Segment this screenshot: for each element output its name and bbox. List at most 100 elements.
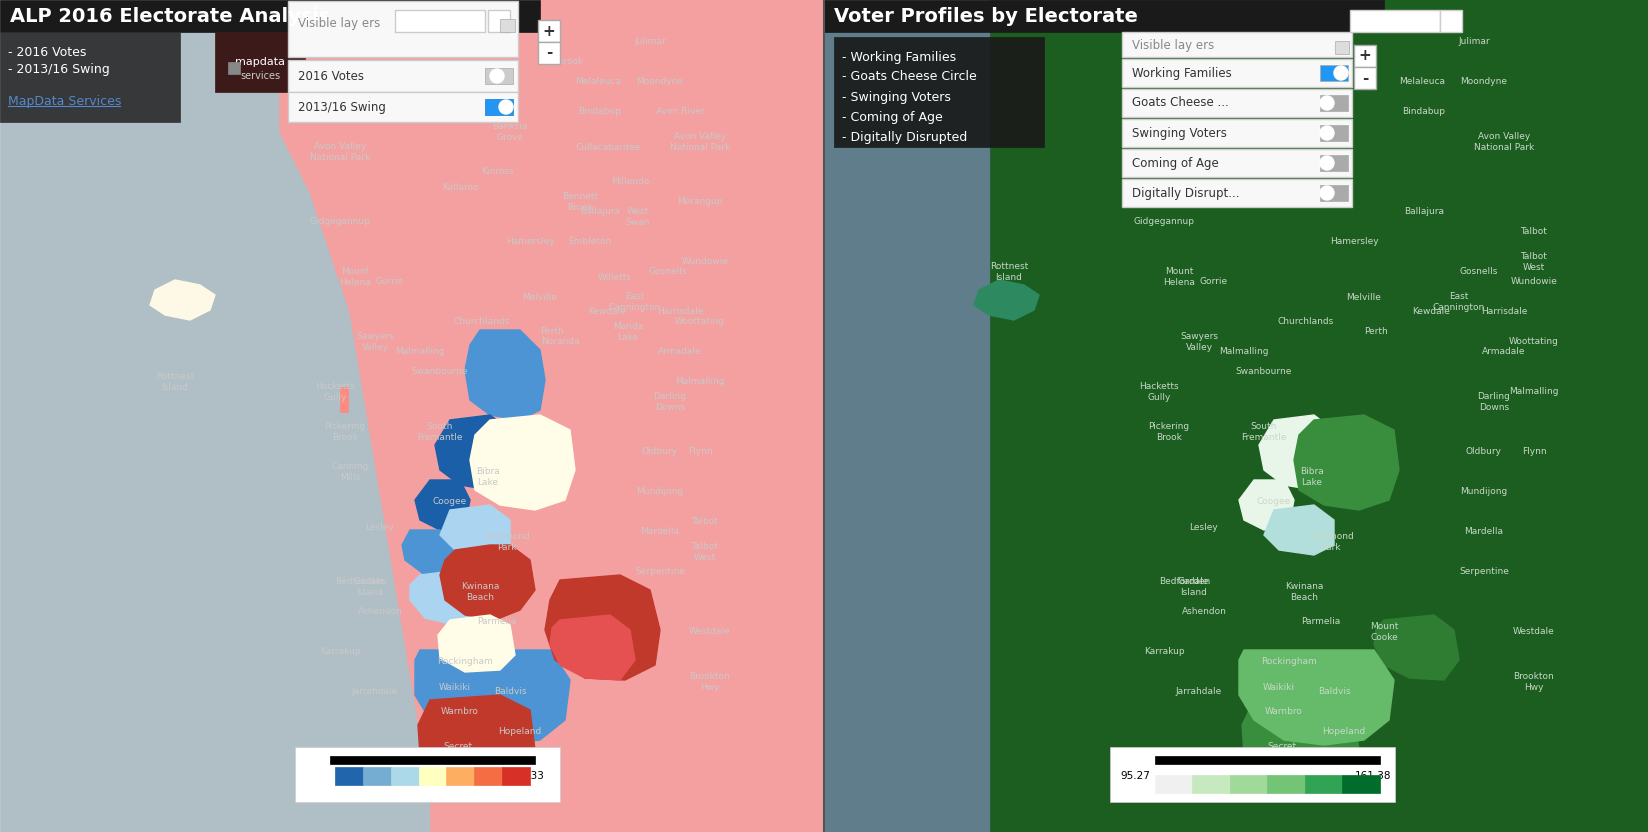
Text: Karrakup: Karrakup bbox=[320, 647, 361, 656]
Text: Avon River: Avon River bbox=[656, 107, 704, 116]
Text: Jarrahdale: Jarrahdale bbox=[353, 687, 399, 696]
Text: South
Fremantle: South Fremantle bbox=[417, 423, 463, 442]
Bar bbox=[537, 42, 560, 64]
Polygon shape bbox=[550, 615, 634, 680]
Bar bbox=[1320, 65, 1348, 81]
Bar bbox=[1155, 756, 1379, 764]
Text: Brookton
Hwy: Brookton Hwy bbox=[1513, 672, 1554, 691]
Text: Hopeland: Hopeland bbox=[1322, 727, 1366, 736]
Bar bbox=[288, 60, 517, 92]
Polygon shape bbox=[410, 570, 480, 625]
Text: 95.27: 95.27 bbox=[1121, 771, 1150, 781]
Polygon shape bbox=[1369, 575, 1483, 680]
Text: Hamersley: Hamersley bbox=[506, 237, 554, 246]
Text: Talbot
West: Talbot West bbox=[1521, 252, 1547, 272]
Text: Garden
Island: Garden Island bbox=[353, 577, 387, 597]
Text: Kinross: Kinross bbox=[481, 167, 513, 176]
Text: Woottating: Woottating bbox=[1510, 338, 1559, 346]
Text: Rottnest
Island: Rottnest Island bbox=[157, 372, 194, 392]
Text: Noranda: Noranda bbox=[541, 338, 578, 346]
Text: Warnbro: Warnbro bbox=[1266, 707, 1304, 716]
Bar bbox=[214, 32, 305, 92]
Text: Voter Profiles by Electorate: Voter Profiles by Electorate bbox=[834, 7, 1137, 26]
Text: Mount
Cooke: Mount Cooke bbox=[1369, 622, 1398, 641]
Bar bbox=[227, 62, 241, 74]
Bar bbox=[475, 767, 503, 785]
Polygon shape bbox=[465, 330, 545, 420]
Text: Bullsbrook: Bullsbrook bbox=[536, 57, 583, 67]
Polygon shape bbox=[1264, 505, 1333, 555]
Text: Canning
Mills: Canning Mills bbox=[331, 463, 369, 482]
Text: services: services bbox=[241, 71, 280, 81]
Text: - Swinging Voters: - Swinging Voters bbox=[842, 91, 951, 103]
Text: Sawyers
Valley: Sawyers Valley bbox=[356, 332, 394, 352]
Text: Darling
Downs: Darling Downs bbox=[1478, 393, 1511, 412]
Text: Rockingham: Rockingham bbox=[437, 657, 493, 666]
Text: Manda
Lake: Manda Lake bbox=[613, 322, 643, 342]
Text: Westdale: Westdale bbox=[1513, 627, 1554, 636]
Text: Talbot
West: Talbot West bbox=[692, 542, 719, 562]
Text: Mardella: Mardella bbox=[641, 527, 679, 537]
Text: Harrisdale: Harrisdale bbox=[658, 308, 704, 316]
Text: Yanchep: Yanchep bbox=[1236, 37, 1272, 47]
Circle shape bbox=[489, 69, 504, 83]
Text: Baldvis: Baldvis bbox=[1318, 687, 1350, 696]
Text: Oldbury: Oldbury bbox=[643, 448, 677, 457]
Text: Kewdale: Kewdale bbox=[588, 308, 626, 316]
Text: Bennett
Brook: Bennett Brook bbox=[562, 192, 598, 211]
Text: Hammond
Park: Hammond Park bbox=[1307, 532, 1355, 552]
Polygon shape bbox=[1243, 695, 1360, 800]
Polygon shape bbox=[1374, 615, 1458, 680]
Text: Coming of Age: Coming of Age bbox=[1132, 156, 1220, 170]
Text: Waikiki: Waikiki bbox=[1262, 682, 1295, 691]
Circle shape bbox=[1320, 96, 1333, 110]
Text: East
Cannington: East Cannington bbox=[608, 292, 661, 312]
Bar bbox=[1254, 0, 1648, 832]
Text: Gosnells: Gosnells bbox=[1460, 268, 1498, 276]
Polygon shape bbox=[545, 575, 659, 680]
Text: Churchlands: Churchlands bbox=[453, 318, 511, 326]
Text: Parmelia: Parmelia bbox=[478, 617, 516, 626]
Text: Wundowie: Wundowie bbox=[1511, 278, 1557, 286]
Text: Malmalling: Malmalling bbox=[396, 348, 445, 356]
Text: Alkimos: Alkimos bbox=[412, 67, 448, 77]
Text: Oldbury: Oldbury bbox=[1467, 448, 1501, 457]
Polygon shape bbox=[280, 0, 824, 832]
Text: Ballajura: Ballajura bbox=[580, 207, 620, 216]
Text: Serpentine: Serpentine bbox=[634, 567, 686, 577]
Bar bbox=[1122, 179, 1351, 207]
Bar bbox=[1440, 10, 1462, 32]
Text: Bedfordale: Bedfordale bbox=[1159, 577, 1208, 587]
Text: ALP 2016 Electorate Analysis: ALP 2016 Electorate Analysis bbox=[10, 7, 331, 26]
Bar bbox=[1350, 10, 1440, 32]
Bar bbox=[1193, 775, 1229, 793]
Text: Pickering
Brook: Pickering Brook bbox=[1149, 423, 1190, 442]
Text: Sawyers
Valley: Sawyers Valley bbox=[1180, 332, 1218, 352]
Text: 2016 Votes: 2016 Votes bbox=[298, 70, 364, 82]
Text: Avon Valley
National Park: Avon Valley National Park bbox=[669, 132, 730, 151]
Bar bbox=[1335, 41, 1350, 54]
Text: - 2016 Votes: - 2016 Votes bbox=[8, 46, 86, 58]
Text: - Goats Cheese Circle: - Goats Cheese Circle bbox=[842, 71, 977, 83]
Text: Ashendon: Ashendon bbox=[1182, 607, 1226, 617]
Polygon shape bbox=[438, 615, 514, 672]
Text: Melville: Melville bbox=[1346, 293, 1381, 301]
Text: Cullacabardee: Cullacabardee bbox=[575, 142, 641, 151]
Text: Baldvis: Baldvis bbox=[494, 687, 526, 696]
Text: Ashendon: Ashendon bbox=[358, 607, 402, 617]
Bar bbox=[824, 0, 1648, 832]
Text: Malmalling: Malmalling bbox=[1510, 388, 1559, 397]
Text: Swanbourne: Swanbourne bbox=[1236, 368, 1292, 377]
Text: 2013/16 Swing: 2013/16 Swing bbox=[298, 101, 386, 113]
Text: 14.33: 14.33 bbox=[514, 771, 545, 781]
Bar bbox=[1320, 95, 1348, 111]
Text: Secret
Harbour: Secret Harbour bbox=[440, 742, 476, 762]
Text: Quinns
Rocks: Quinns Rocks bbox=[404, 92, 435, 111]
Text: Talbot: Talbot bbox=[1521, 227, 1547, 236]
Text: Bedfordale: Bedfordale bbox=[335, 577, 384, 587]
Text: Lesley: Lesley bbox=[366, 522, 394, 532]
Bar bbox=[1343, 775, 1379, 793]
Text: Moondyne: Moondyne bbox=[1460, 77, 1508, 87]
Bar bbox=[1122, 119, 1351, 147]
Bar bbox=[1267, 775, 1305, 793]
